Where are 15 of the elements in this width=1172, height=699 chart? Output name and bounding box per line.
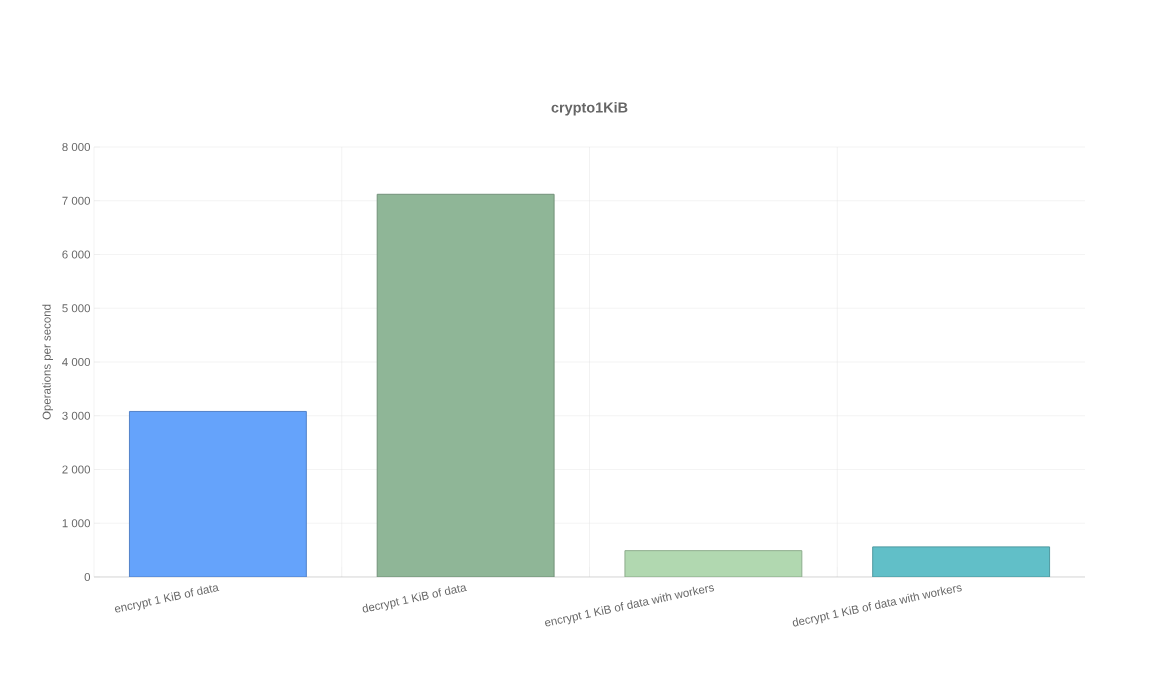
y-tick-label: 5 000 xyxy=(62,304,91,313)
y-tick-label: 1 000 xyxy=(62,519,91,528)
y-tick-label: 7 000 xyxy=(62,196,91,205)
x-tick-label: decrypt 1 KiB of data with workers xyxy=(792,585,962,627)
chart-title: crypto1KiB xyxy=(551,102,628,116)
y-tick-label: 0 xyxy=(84,572,91,582)
y-tick-label: 6 000 xyxy=(62,250,91,259)
x-tick-label: encrypt 1 KiB of data with workers xyxy=(545,585,715,627)
y-tick-label: 2 000 xyxy=(62,465,91,474)
x-tick-label: encrypt 1 KiB of data xyxy=(114,585,220,613)
y-tick-label: 4 000 xyxy=(62,357,91,367)
y-tick-label: 8 000 xyxy=(62,142,91,152)
y-axis-title: Operations per second xyxy=(42,304,53,420)
x-tick-label: decrypt 1 KiB of data xyxy=(362,585,468,613)
y-tick-label: 3 000 xyxy=(62,411,91,420)
